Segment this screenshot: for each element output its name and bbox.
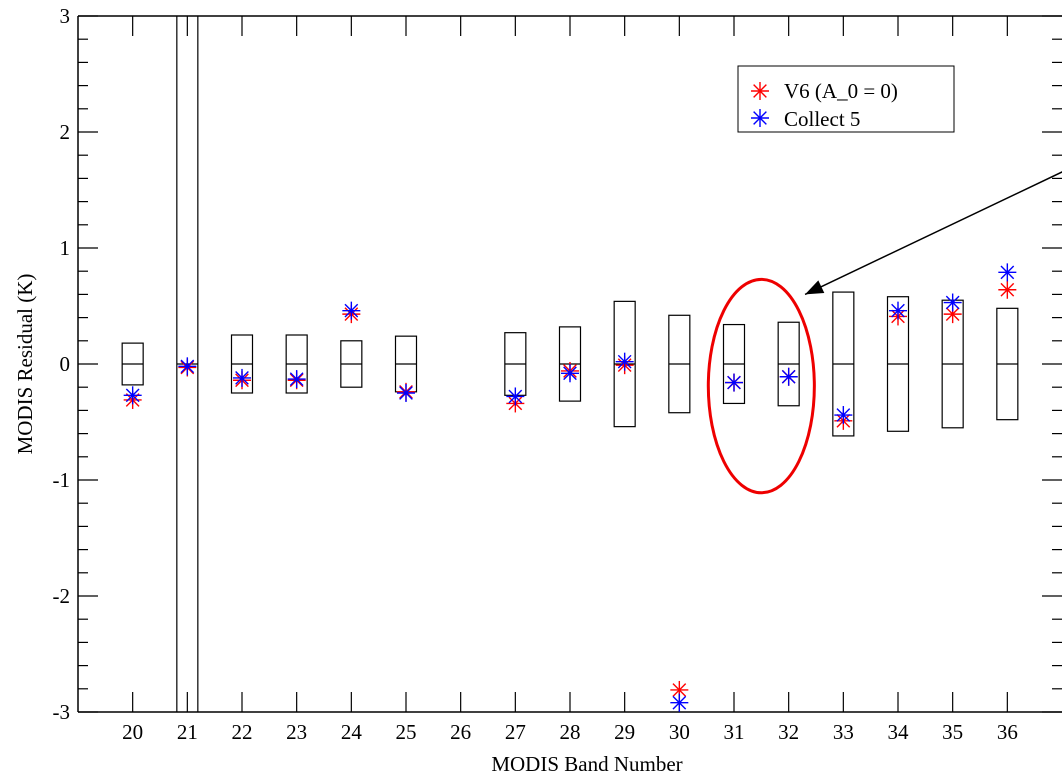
x-tick-label: 25 — [396, 720, 417, 744]
x-tick-label: 30 — [669, 720, 690, 744]
collect5-point — [615, 352, 634, 371]
y-tick-label: 0 — [60, 352, 71, 376]
y-tick-label: 3 — [60, 4, 71, 28]
collect5-point — [506, 387, 525, 406]
x-tick-label: 26 — [450, 720, 471, 744]
v6-point — [998, 280, 1017, 299]
x-axis-label: MODIS Band Number — [491, 752, 682, 776]
collect5-point — [725, 373, 743, 392]
collect5-point — [233, 368, 251, 387]
collect5-point — [670, 693, 689, 712]
collect5-point — [998, 263, 1017, 282]
x-tick-label: 32 — [778, 720, 799, 744]
uncertainty-boxes — [121, 16, 1019, 712]
x-tick-label: 34 — [888, 720, 910, 744]
x-tick-label: 31 — [724, 720, 745, 744]
collect5-point — [561, 364, 579, 383]
collect5-point — [889, 301, 907, 320]
collect5-point — [178, 357, 197, 376]
legend: V6 (A_0 = 0) Collect 5 — [737, 65, 955, 133]
y-tick-label: 2 — [60, 120, 71, 144]
annotation-arrow-line — [804, 171, 1062, 296]
collect5-point — [779, 367, 798, 386]
x-tick-label: 33 — [833, 720, 854, 744]
x-tick-label: 28 — [560, 720, 581, 744]
legend-label-v6: V6 (A_0 = 0) — [784, 79, 898, 103]
x-tick-label: 24 — [341, 720, 363, 744]
collect5-point — [123, 386, 142, 405]
x-tick-label: 35 — [942, 720, 963, 744]
annotation-arrow-head — [805, 280, 825, 295]
legend-box — [737, 65, 955, 133]
x-tick-label: 29 — [614, 720, 635, 744]
x-tick-label: 27 — [505, 720, 526, 744]
collect5-point — [943, 293, 962, 312]
collect5-point — [834, 406, 853, 425]
x-tick-label: 20 — [122, 720, 143, 744]
collect5-point — [342, 301, 361, 320]
collect5-point — [397, 384, 415, 402]
collect5-point — [287, 370, 306, 389]
x-tick-label: 21 — [177, 720, 198, 744]
x-tick-label: 22 — [232, 720, 253, 744]
y-tick-label: -1 — [53, 468, 71, 492]
y-tick-label: -3 — [53, 700, 71, 724]
x-tick-label: 23 — [286, 720, 307, 744]
y-axis-label: MODIS Residual (K) — [13, 274, 37, 455]
legend-label-collect5: Collect 5 — [784, 107, 860, 131]
highlight-ellipse — [706, 277, 816, 495]
y-tick-label: 1 — [60, 236, 71, 260]
data-points — [123, 263, 1017, 712]
y-tick-label: -2 — [53, 584, 71, 608]
legend-symbol — [751, 82, 769, 100]
legend-symbol — [751, 109, 769, 127]
legend-marker-v6 — [751, 82, 769, 100]
annotations — [706, 171, 1062, 495]
legend-marker-collect5 — [751, 109, 769, 127]
x-tick-label: 36 — [997, 720, 1018, 744]
